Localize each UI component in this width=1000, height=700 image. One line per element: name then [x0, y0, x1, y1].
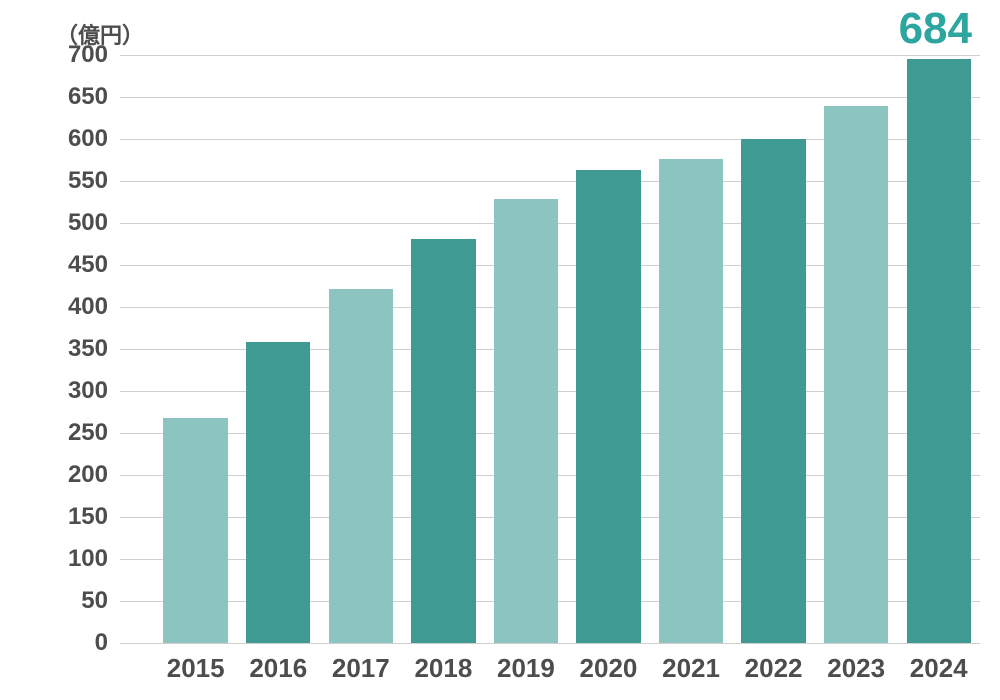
- y-tick-label: 100: [48, 545, 108, 573]
- x-tick-label: 2024: [910, 653, 968, 684]
- x-tick-label: 2019: [497, 653, 555, 684]
- y-tick-label: 250: [48, 419, 108, 447]
- x-tick-label: 2018: [414, 653, 472, 684]
- bars-group: [120, 55, 980, 643]
- y-tick-label: 150: [48, 503, 108, 531]
- x-tick-label: 2016: [249, 653, 307, 684]
- y-tick-label: 450: [48, 251, 108, 279]
- y-tick-label: 0: [48, 629, 108, 657]
- x-tick-label: 2020: [580, 653, 638, 684]
- y-tick-label: 350: [48, 335, 108, 363]
- bar-chart: （億円） 684 0501001502002503003504004505005…: [0, 0, 1000, 700]
- gridline: [120, 643, 980, 644]
- bar: [329, 289, 393, 643]
- bar: [163, 418, 227, 643]
- x-tick-label: 2015: [167, 653, 225, 684]
- y-tick-label: 700: [48, 41, 108, 69]
- x-tick-label: 2021: [662, 653, 720, 684]
- bar: [494, 199, 558, 643]
- bar: [824, 106, 888, 643]
- y-tick-label: 50: [48, 587, 108, 615]
- plot-area: [120, 55, 980, 643]
- bar: [659, 159, 723, 643]
- x-tick-label: 2023: [827, 653, 885, 684]
- y-tick-label: 550: [48, 167, 108, 195]
- y-tick-label: 650: [48, 83, 108, 111]
- x-tick-label: 2022: [745, 653, 803, 684]
- highlight-value: 684: [899, 4, 972, 54]
- bar: [741, 139, 805, 643]
- bar: [411, 239, 475, 643]
- bar: [907, 59, 971, 643]
- y-tick-label: 600: [48, 125, 108, 153]
- y-tick-label: 400: [48, 293, 108, 321]
- bar: [246, 342, 310, 643]
- y-tick-label: 300: [48, 377, 108, 405]
- y-tick-label: 500: [48, 209, 108, 237]
- x-tick-label: 2017: [332, 653, 390, 684]
- bar: [576, 170, 640, 643]
- y-tick-label: 200: [48, 461, 108, 489]
